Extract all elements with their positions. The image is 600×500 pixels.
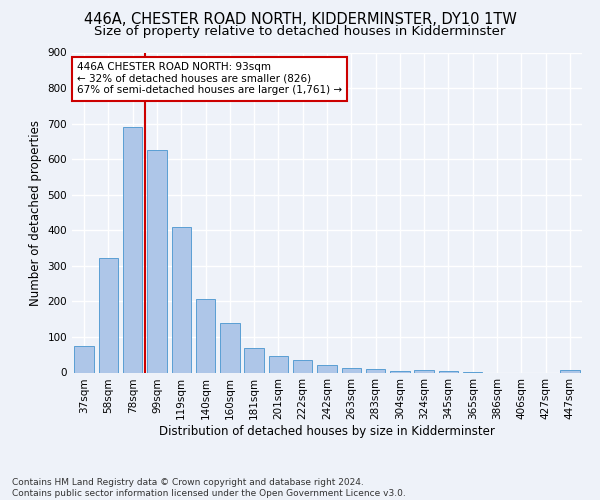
Bar [317, 364, 337, 372]
Text: 446A, CHESTER ROAD NORTH, KIDDERMINSTER, DY10 1TW: 446A, CHESTER ROAD NORTH, KIDDERMINSTER,… [83, 12, 517, 28]
Text: Size of property relative to detached houses in Kidderminster: Size of property relative to detached ho… [94, 25, 506, 38]
Text: Contains HM Land Registry data © Crown copyright and database right 2024.
Contai: Contains HM Land Registry data © Crown c… [12, 478, 406, 498]
Bar [390, 370, 410, 372]
Bar [123, 127, 142, 372]
Bar [196, 299, 215, 372]
Bar [220, 322, 239, 372]
Bar [560, 370, 580, 372]
Y-axis label: Number of detached properties: Number of detached properties [29, 120, 42, 306]
Bar [172, 226, 191, 372]
Bar [269, 356, 288, 372]
Bar [147, 150, 167, 372]
Bar [415, 370, 434, 372]
X-axis label: Distribution of detached houses by size in Kidderminster: Distribution of detached houses by size … [159, 425, 495, 438]
Text: 446A CHESTER ROAD NORTH: 93sqm
← 32% of detached houses are smaller (826)
67% of: 446A CHESTER ROAD NORTH: 93sqm ← 32% of … [77, 62, 342, 96]
Bar [439, 371, 458, 372]
Bar [244, 348, 264, 372]
Bar [293, 360, 313, 372]
Bar [366, 369, 385, 372]
Bar [74, 346, 94, 372]
Bar [341, 368, 361, 372]
Bar [99, 258, 118, 372]
